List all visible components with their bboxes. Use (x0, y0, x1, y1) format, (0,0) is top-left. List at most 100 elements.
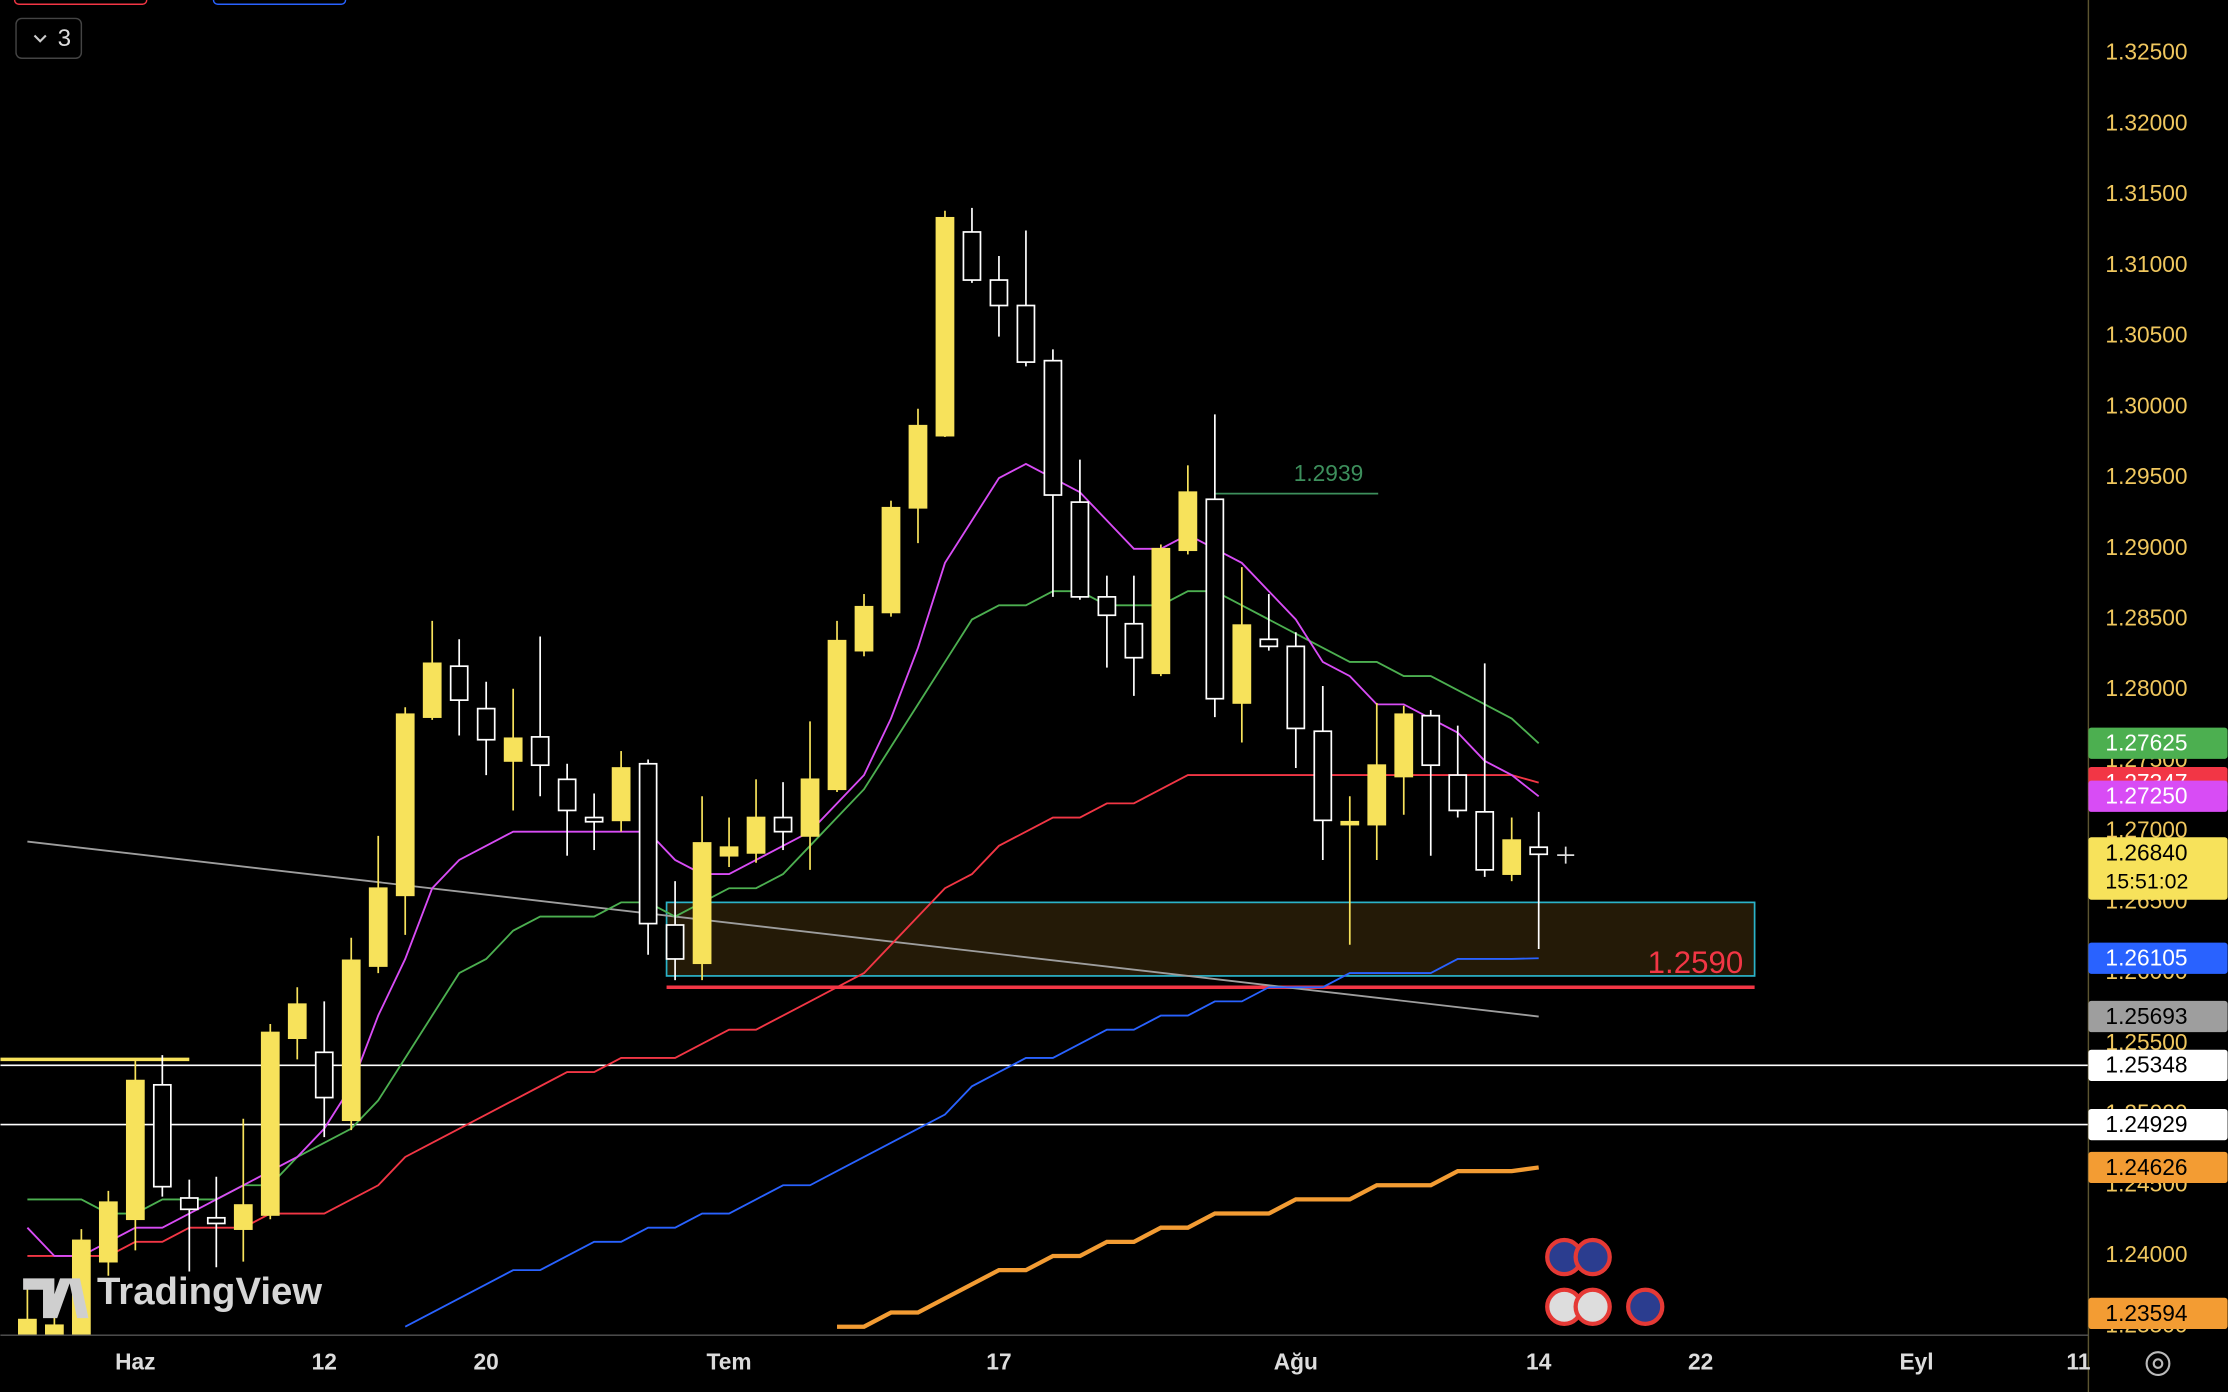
candle-body (449, 665, 469, 701)
candle-body (611, 767, 631, 822)
candle-body (665, 924, 685, 960)
candle-body (908, 424, 928, 509)
line-tag (2088, 1049, 2228, 1081)
ma-tag (2088, 727, 2228, 759)
candle-body (1151, 547, 1171, 675)
x-tick-label: 20 (474, 1349, 499, 1375)
overlay: 3 TradingView (13, 0, 1665, 1326)
candle-body (1232, 624, 1252, 704)
candle-body (179, 1197, 199, 1211)
candle-body (881, 506, 901, 614)
y-tick-label: 1.32500 (2105, 39, 2187, 65)
moving-average (837, 1165, 1539, 1329)
plot-area: 1.2590 1.2939 (0, 207, 2089, 1336)
trend-tag-label: 1.25693 (2105, 1003, 2187, 1029)
x-tick-label: 11 (2066, 1349, 2090, 1375)
candle-body (800, 778, 820, 837)
candle-body (18, 1318, 37, 1336)
ma-tag (2088, 1151, 2228, 1184)
y-tick-label: 1.29500 (2105, 463, 2187, 489)
x-tick-label: 14 (1526, 1349, 1552, 1375)
candle-body (368, 887, 388, 967)
last-price-label: 1.26840 (2105, 839, 2187, 865)
candle-body (1313, 730, 1333, 822)
y-tick-label: 1.32000 (2105, 109, 2187, 135)
candle-body (476, 707, 496, 741)
candle-body (962, 231, 982, 281)
ma-tag-label: 1.27250 (2105, 783, 2187, 809)
y-tick-label: 1.28500 (2105, 605, 2187, 631)
y-tick-label: 1.31500 (2105, 180, 2187, 206)
candle-body (152, 1083, 172, 1188)
logo-mark (23, 1278, 89, 1319)
candle-body (692, 842, 712, 965)
settings-icon (2152, 1358, 2164, 1369)
y-tick-label: 1.30000 (2105, 392, 2187, 418)
x-tick-label: Tem (707, 1349, 752, 1375)
moving-average (404, 957, 1539, 1328)
candle-body (233, 1204, 253, 1230)
candle-body (206, 1216, 226, 1225)
candle-body (557, 778, 577, 812)
candle-body (854, 605, 874, 652)
candle-body (1178, 491, 1198, 552)
event-flags (1545, 1237, 1665, 1326)
candle-body (1124, 622, 1144, 659)
candle-body (98, 1201, 118, 1263)
candle-body (1448, 774, 1468, 812)
candle-body (1259, 638, 1279, 648)
ma-tag-label: 1.24626 (2105, 1154, 2187, 1180)
badge[interactable] (13, 0, 148, 5)
price-tags: 1.276251.273471.272501.261051.246261.256… (2088, 727, 2228, 1330)
candle-body (1205, 498, 1225, 700)
x-tick-label: Ağu (1274, 1349, 1318, 1375)
x-tick-label: Eyl (1899, 1349, 1933, 1375)
x-tick-label: Haz (115, 1349, 155, 1375)
flag[interactable] (1573, 1237, 1612, 1277)
ma-tag (2088, 942, 2228, 974)
candle-body (584, 816, 604, 823)
chevron (33, 34, 47, 43)
candle-body (1367, 764, 1387, 826)
ma-tag-label: 1.27625 (2105, 730, 2187, 756)
flag[interactable] (1573, 1287, 1612, 1326)
crosshair (1557, 846, 1575, 864)
indicator-toggle[interactable] (15, 17, 83, 59)
candle-body (45, 1324, 64, 1336)
line-tag (2088, 1108, 2228, 1141)
candle-body (1070, 501, 1090, 598)
line-tag-label: 1.24929 (2105, 1111, 2187, 1137)
candle-body (746, 816, 766, 854)
candle-body (989, 279, 1009, 307)
countdown-label: 15:51:02 (2105, 869, 2188, 893)
time-axis: Haz 12 20 Tem 17 Ağu 14 22 Eyl 11 (115, 1349, 2090, 1375)
price-tag (2088, 1297, 2228, 1330)
candle-body (1016, 304, 1036, 363)
price-tag-label: 1.23594 (2105, 1300, 2187, 1326)
x-tick-label: 22 (1688, 1349, 1713, 1375)
candle-body (773, 816, 793, 833)
line-tag-label: 1.25348 (2105, 1052, 2187, 1078)
indicator-count: 3 (58, 25, 71, 52)
ma-tag-label: 1.26105 (2105, 945, 2187, 971)
last-price-tag (2088, 837, 2228, 900)
trend-tag (2088, 1000, 2228, 1033)
y-tick-label: 1.31000 (2105, 251, 2187, 277)
candle-body (719, 846, 739, 857)
flag[interactable] (1626, 1287, 1665, 1326)
settings-button[interactable] (2145, 1351, 2171, 1377)
badge[interactable] (212, 0, 347, 5)
candle-body (125, 1079, 145, 1221)
candle-body (638, 762, 658, 925)
candle-body (287, 1003, 307, 1040)
x-tick-label: 12 (312, 1349, 337, 1375)
candle-body (1529, 846, 1549, 856)
y-tick-label: 1.30500 (2105, 322, 2187, 348)
candle-body (260, 1031, 280, 1216)
y-tick-label: 1.28000 (2105, 675, 2187, 701)
candle-body (422, 662, 442, 718)
support-label: 1.2590 (1648, 945, 1744, 980)
candle-body (1286, 645, 1306, 730)
